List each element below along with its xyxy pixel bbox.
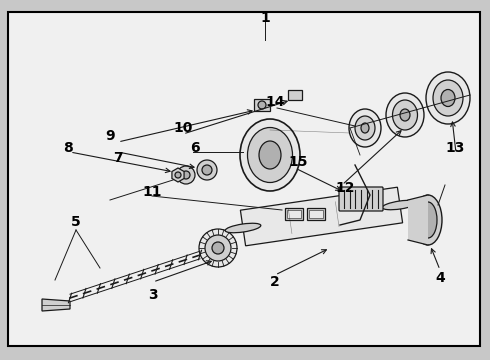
Text: 5: 5 bbox=[71, 215, 81, 229]
Text: 4: 4 bbox=[435, 271, 445, 285]
Bar bbox=[285, 208, 303, 220]
Circle shape bbox=[205, 235, 231, 261]
Circle shape bbox=[258, 101, 266, 109]
Circle shape bbox=[177, 166, 195, 184]
Ellipse shape bbox=[426, 72, 470, 124]
Text: 9: 9 bbox=[105, 129, 115, 143]
Circle shape bbox=[182, 171, 190, 179]
Polygon shape bbox=[42, 299, 70, 311]
Ellipse shape bbox=[414, 195, 442, 245]
Text: 12: 12 bbox=[335, 181, 355, 195]
Ellipse shape bbox=[433, 80, 463, 116]
Bar bbox=[307, 208, 325, 220]
Ellipse shape bbox=[240, 119, 300, 191]
Text: 11: 11 bbox=[142, 185, 162, 199]
Text: 15: 15 bbox=[288, 155, 308, 169]
Polygon shape bbox=[270, 119, 360, 191]
Ellipse shape bbox=[259, 141, 281, 169]
Text: 8: 8 bbox=[63, 141, 73, 155]
Ellipse shape bbox=[349, 109, 381, 147]
Ellipse shape bbox=[392, 100, 417, 130]
Polygon shape bbox=[241, 187, 403, 246]
Text: 14: 14 bbox=[265, 95, 285, 109]
Ellipse shape bbox=[361, 123, 369, 133]
Text: 10: 10 bbox=[173, 121, 193, 135]
Circle shape bbox=[197, 160, 217, 180]
Text: 7: 7 bbox=[113, 151, 123, 165]
Ellipse shape bbox=[441, 90, 455, 107]
Ellipse shape bbox=[247, 127, 293, 183]
Bar bbox=[254, 99, 270, 111]
Bar bbox=[287, 210, 301, 218]
Text: 6: 6 bbox=[190, 141, 200, 155]
Ellipse shape bbox=[386, 93, 424, 137]
Circle shape bbox=[202, 165, 212, 175]
Ellipse shape bbox=[382, 200, 418, 210]
Circle shape bbox=[212, 242, 224, 254]
Text: 1: 1 bbox=[260, 11, 270, 25]
Circle shape bbox=[175, 172, 181, 178]
Polygon shape bbox=[172, 168, 184, 182]
Polygon shape bbox=[408, 195, 428, 245]
Bar bbox=[309, 210, 323, 218]
Ellipse shape bbox=[419, 202, 437, 238]
Text: 13: 13 bbox=[445, 141, 465, 155]
Text: 2: 2 bbox=[270, 275, 280, 289]
Ellipse shape bbox=[400, 109, 410, 121]
Text: 3: 3 bbox=[148, 288, 158, 302]
Bar bbox=[288, 90, 302, 100]
Ellipse shape bbox=[355, 116, 375, 140]
Ellipse shape bbox=[225, 223, 261, 233]
FancyBboxPatch shape bbox=[339, 187, 383, 211]
Circle shape bbox=[199, 229, 237, 267]
